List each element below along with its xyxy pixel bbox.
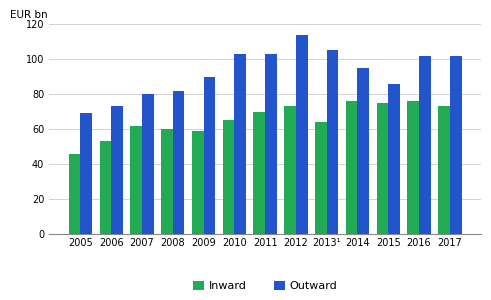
Bar	[346, 101, 357, 234]
Bar	[265, 54, 277, 234]
Bar	[357, 68, 369, 234]
Bar	[130, 125, 142, 234]
Legend: Inward, Outward: Inward, Outward	[189, 276, 342, 296]
Bar	[222, 120, 234, 234]
Bar	[100, 141, 111, 234]
Bar	[173, 91, 185, 234]
Bar	[111, 106, 123, 234]
Bar	[419, 56, 431, 234]
Bar	[296, 34, 308, 234]
Bar	[315, 122, 327, 234]
Bar	[204, 76, 215, 234]
Bar	[234, 54, 246, 234]
Bar	[408, 101, 419, 234]
Bar	[450, 56, 462, 234]
Bar	[81, 113, 92, 234]
Bar	[192, 131, 204, 234]
Bar	[161, 129, 173, 234]
Bar	[284, 106, 296, 234]
Bar	[142, 94, 154, 234]
Bar	[388, 83, 400, 234]
Bar	[69, 154, 81, 234]
Bar	[377, 103, 388, 234]
Bar	[438, 106, 450, 234]
Text: EUR bn: EUR bn	[10, 10, 48, 20]
Bar	[253, 112, 265, 234]
Bar	[327, 50, 338, 234]
